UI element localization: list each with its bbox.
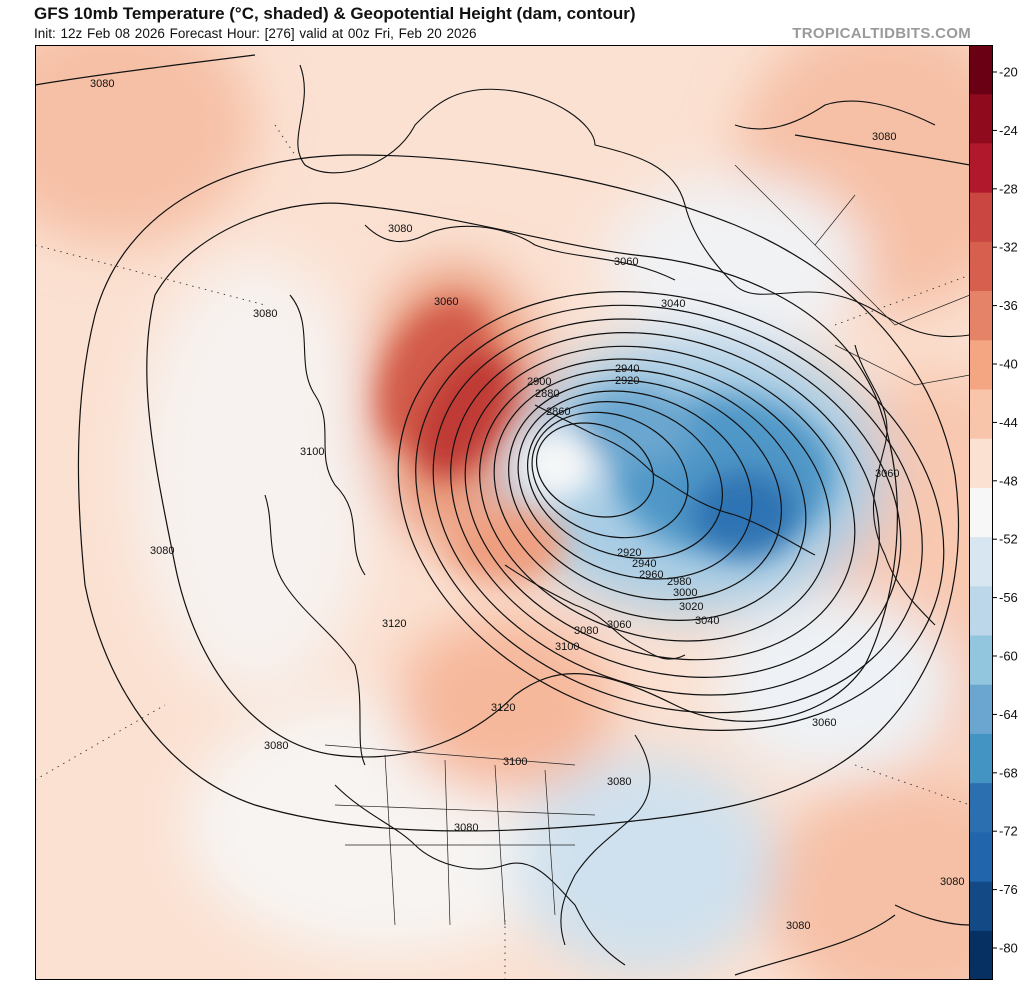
colorbar-band	[969, 783, 993, 833]
contour-label: 2940	[615, 363, 639, 375]
colorbar-band	[969, 635, 993, 686]
polar-stereographic-map: 3080 3080 3080 3060 3080 3060 3040 2940 …	[35, 45, 970, 980]
colorbar-band	[969, 881, 993, 932]
colorbar-tick-label: -24	[999, 123, 1018, 138]
contour-label: 3080	[388, 223, 412, 235]
colorbar-band	[969, 340, 993, 391]
contour-label: 2980	[667, 576, 691, 588]
contour-label: 3060	[614, 256, 638, 268]
contour-label: 3040	[661, 298, 685, 310]
contour-label: 3080	[786, 920, 810, 932]
contour-label: 2960	[639, 569, 663, 581]
contour-label: 3100	[555, 641, 579, 653]
colorbar-tick-label: -36	[999, 298, 1018, 313]
contour-label: 3120	[382, 618, 406, 630]
contour-label: 3060	[607, 619, 631, 631]
contour-label: 2900	[527, 376, 551, 388]
colorbar-tick-label: -32	[999, 240, 1018, 255]
contour-label: 3080	[607, 776, 631, 788]
colorbar-tick-label: -20	[999, 65, 1018, 80]
colorbar-band	[969, 930, 993, 980]
contour-label: 2940	[632, 558, 656, 570]
brand-watermark[interactable]: TROPICALTIDBITS.COM	[792, 25, 971, 42]
contour-label: 3080	[253, 308, 277, 320]
contour-label: 3080	[940, 876, 964, 888]
colorbar-band	[969, 832, 993, 883]
colorbar-band	[969, 143, 993, 194]
contour-label: 3080	[150, 545, 174, 557]
colorbar-band	[969, 45, 993, 95]
colorbar-tick-label: -44	[999, 415, 1018, 430]
temperature-colorbar: -20 -24 -28 -32 -36 -40 -44 -48 -52 -56 -60 -64 -68 -…	[969, 45, 1018, 980]
coastlines	[264, 64, 970, 966]
contour-label: 3100	[503, 756, 527, 768]
colorbar-band	[969, 684, 993, 735]
colorbar-band	[969, 291, 993, 341]
contour-label: 3080	[454, 822, 478, 834]
contour-label: 3060	[812, 717, 836, 729]
political-boundaries	[324, 164, 970, 926]
colorbar-tick-label: -48	[999, 473, 1018, 488]
contour-label: 3080	[264, 740, 288, 752]
map-subtitle: Init: 12z Feb 08 2026 Forecast Hour: [27…	[34, 26, 477, 41]
contour-label: 3100	[300, 446, 324, 458]
colorbar-band	[969, 94, 993, 145]
colorbar-frame	[969, 45, 993, 980]
colorbar-tick-label: -60	[999, 649, 1018, 664]
contour-label: 2860	[546, 406, 570, 418]
contour-label: 3060	[875, 468, 899, 480]
contour-label: 2880	[535, 388, 559, 400]
contour-label: 2920	[615, 375, 639, 387]
contour-label: 3080	[90, 78, 114, 90]
colorbar-ticks: -20 -24 -28 -32 -36 -40 -44 -48 -52 -56 -60 -64 -68 -…	[993, 65, 1018, 956]
map-title: GFS 10mb Temperature (°C, shaded) & Geop…	[34, 4, 636, 23]
contour-label: 3120	[491, 702, 515, 714]
colorbar-band	[969, 537, 993, 587]
colorbar-tick-label: -56	[999, 590, 1018, 605]
colorbar-band	[969, 733, 993, 784]
contour-label: 3020	[679, 601, 703, 613]
colorbar-band	[969, 389, 993, 440]
colorbar-tick-label: -28	[999, 181, 1018, 196]
colorbar-band	[969, 241, 993, 292]
temperature-shading-core	[378, 299, 835, 585]
contour-label: 2920	[617, 547, 641, 559]
colorbar-tick-label: -52	[999, 532, 1018, 547]
colorbar-tick-label: -68	[999, 765, 1018, 780]
graticule	[35, 124, 970, 980]
colorbar-band	[969, 586, 993, 637]
colorbar-band	[969, 192, 993, 243]
colorbar-tick-label: -76	[999, 882, 1018, 897]
contour-label: 3000	[673, 587, 697, 599]
colorbar-bands	[969, 45, 993, 980]
colorbar-tick-label: -72	[999, 824, 1018, 839]
contour-labels: 3080 3080 3080 3060 3080 3060 3040 2940 …	[90, 78, 964, 932]
height-contours	[35, 54, 970, 976]
colorbar-tick-label: -64	[999, 707, 1018, 722]
colorbar-tick-label: -40	[999, 357, 1018, 372]
colorbar-band	[969, 438, 993, 489]
colorbar-band	[969, 487, 993, 538]
contour-label: 3040	[695, 615, 719, 627]
contour-label: 3080	[872, 131, 896, 143]
contour-label: 3080	[574, 625, 598, 637]
colorbar-tick-label: -80	[999, 941, 1018, 956]
contour-label: 3060	[434, 296, 458, 308]
